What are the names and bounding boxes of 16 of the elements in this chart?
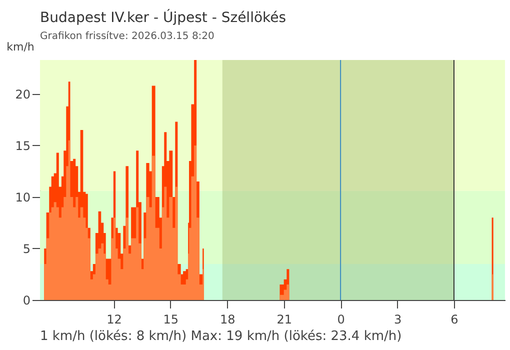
y-tick-label: 20 bbox=[15, 87, 30, 102]
y-axis-title: km/h bbox=[6, 40, 34, 54]
y-tick-label: 5 bbox=[22, 242, 30, 256]
x-tick-label: 3 bbox=[394, 312, 402, 326]
y-tick-label: 0 bbox=[22, 294, 30, 308]
y-tick-label: 15 bbox=[15, 138, 30, 153]
y-tick-label: 10 bbox=[15, 190, 30, 204]
x-tick-label: 0 bbox=[337, 312, 345, 326]
x-tick-label: 12 bbox=[106, 312, 122, 326]
x-tick-label: 21 bbox=[276, 312, 292, 326]
chart-subtitle: Grafikon frissítve: 2026.03.15 8:20 bbox=[40, 31, 214, 42]
x-tick-label: 18 bbox=[220, 312, 236, 326]
chart-title: Budapest IV.ker - Újpest - Széllökés bbox=[40, 9, 286, 26]
x-tick-label: 15 bbox=[163, 312, 179, 326]
x-tick-label: 6 bbox=[450, 312, 458, 326]
text: 1 km/h (lökés: 8 km/h) Max: 19 km/h (lökés: 23.4 km/h) bbox=[40, 329, 402, 344]
